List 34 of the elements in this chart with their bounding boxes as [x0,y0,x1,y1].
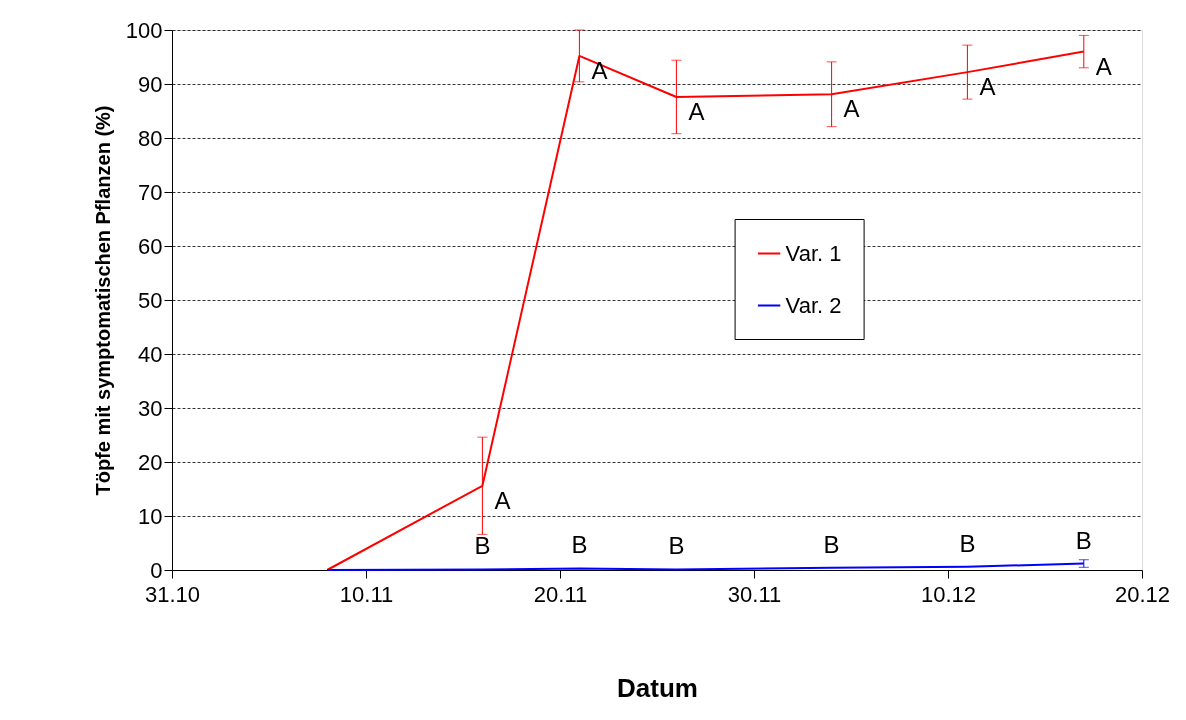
annotation: B [474,532,491,560]
annotation: A [688,97,705,125]
annotation: B [571,531,588,559]
x-tick-label: 10.11 [339,581,394,607]
annotation: B [668,532,685,560]
y-tick-label: 10 [138,503,163,529]
y-tick-label: 50 [138,287,163,313]
legend-label: Var. 1 [785,240,842,266]
annotation: A [591,56,608,84]
y-tick-label: 80 [138,125,163,151]
y-axis-title: Töpfe mit symptomatischen Pflanzen (%) [91,105,114,496]
y-tick-label: 100 [125,17,163,43]
x-axis-title: Datum [617,672,698,703]
legend-label: Var. 2 [785,292,842,318]
annotation: B [823,530,840,558]
y-tick-label: 30 [138,395,163,421]
annotation: A [979,73,996,101]
x-tick-label: 30.11 [727,581,782,607]
annotation: A [1095,52,1112,80]
x-tick-label: 20.11 [533,581,588,607]
y-tick-label: 60 [138,233,163,259]
y-tick-label: 20 [138,449,163,475]
annotation: A [494,486,511,514]
y-tick-label: 70 [138,179,163,205]
x-tick-label: 31.10 [144,581,201,607]
line-series [326,562,1085,571]
x-tick-label: 20.12 [1114,581,1171,607]
annotation: A [843,95,860,123]
y-tick-label: 90 [138,71,163,97]
x-tick-label: 10.12 [920,581,977,607]
y-tick-label: 40 [138,341,163,367]
annotation: B [959,529,976,557]
annotation: B [1075,526,1092,554]
y-tick-label: 0 [150,557,163,583]
